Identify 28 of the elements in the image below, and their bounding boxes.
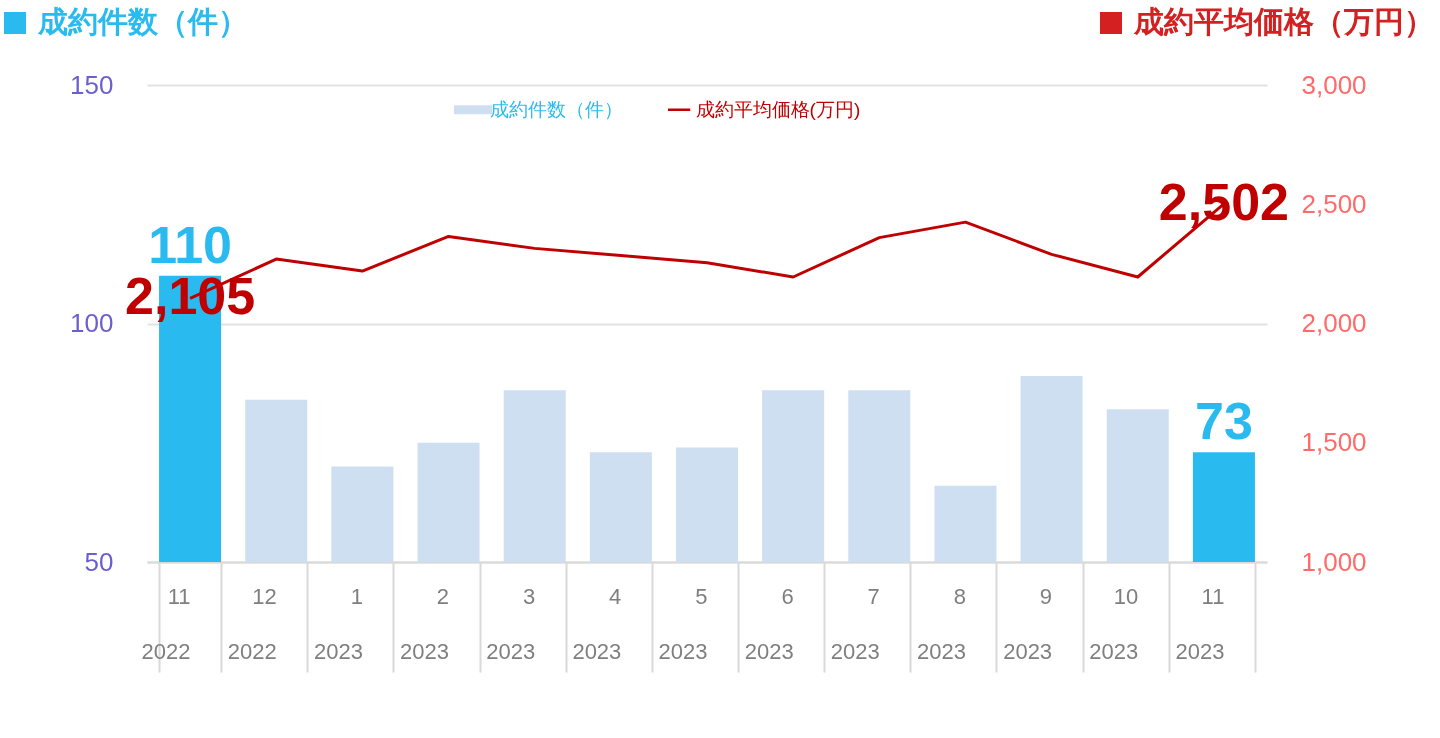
y-tick-label: 100 — [70, 308, 114, 338]
category-label: 5 2023 — [658, 583, 708, 664]
legend-label: 成約平均価格(万円) — [695, 98, 861, 120]
y2-axis-title: 成約平均価格（万円） — [1134, 4, 1434, 40]
y-tick-label: 150 — [70, 69, 114, 100]
data-label: 110 — [148, 215, 233, 274]
y-tick-label: 50 — [84, 546, 114, 577]
category-label: 8 2023 — [917, 583, 966, 664]
y-axis-title: 成約件数（件） — [38, 4, 248, 40]
y2-tick-label: 1,500 — [1301, 427, 1367, 458]
data-label: 2,502 — [1158, 172, 1289, 231]
category-label: 11 2023 — [1175, 583, 1225, 664]
category-label: 6 2023 — [744, 583, 794, 664]
category-label: 3 2023 — [486, 583, 536, 664]
category-label: 10 2023 — [1089, 583, 1139, 664]
y2-tick-label: 2,000 — [1301, 308, 1367, 338]
category-label: 9 2023 — [1003, 583, 1053, 664]
category-label: 4 2023 — [572, 583, 622, 664]
category-label: 2 2023 — [400, 583, 450, 664]
category-label: 1 2023 — [313, 583, 363, 664]
data-label: 73 — [1195, 392, 1253, 451]
legend-label: 成約件数（件） — [489, 98, 623, 120]
y2-tick-label: 1,000 — [1301, 546, 1367, 577]
category-label: 12 2022 — [227, 583, 277, 664]
y2-tick-label: 2,500 — [1301, 188, 1367, 219]
category-label: 7 2023 — [830, 583, 880, 664]
category-label: 11 2022 — [141, 583, 191, 664]
y2-tick-label: 3,000 — [1301, 69, 1367, 100]
